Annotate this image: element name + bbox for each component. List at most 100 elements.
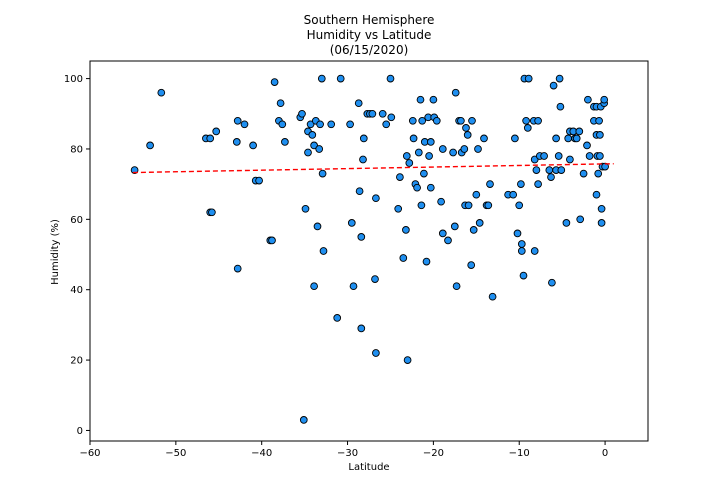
data-point: [249, 141, 257, 150]
data-point: [451, 88, 460, 97]
data-point: [422, 257, 431, 266]
data-point: [405, 159, 414, 167]
data-point: [278, 120, 287, 129]
data-point: [488, 292, 497, 301]
data-point: [313, 222, 322, 231]
x-tick-label: −40: [251, 448, 272, 459]
data-point: [336, 74, 345, 83]
data-point: [414, 148, 423, 157]
data-point: [310, 141, 318, 150]
data-point: [368, 109, 377, 118]
data-point: [517, 247, 526, 255]
data-point: [233, 264, 242, 273]
data-point: [232, 138, 241, 146]
data-point: [359, 155, 367, 164]
y-axis-label: Humidity (%): [50, 219, 61, 285]
data-point: [584, 95, 592, 104]
data-point: [460, 145, 469, 153]
data-point: [378, 109, 387, 118]
data-point: [438, 145, 447, 153]
data-point: [524, 74, 533, 83]
plot-area: −60 −50 −40 −30 −20 −10 0 0 20 40 60 80 100: [64, 60, 649, 459]
data-point: [299, 416, 308, 424]
data-point: [472, 190, 481, 199]
data-point: [276, 99, 285, 108]
data-point: [583, 141, 591, 150]
data-point: [319, 247, 328, 255]
data-point: [597, 219, 606, 227]
data-point: [457, 116, 465, 125]
y-tick-label: 0: [77, 426, 83, 437]
data-point: [327, 120, 336, 129]
data-point: [564, 134, 573, 143]
data-point: [359, 134, 368, 143]
data-point: [566, 155, 574, 164]
data-point: [486, 180, 494, 188]
data-point: [475, 219, 484, 227]
data-point: [480, 134, 488, 143]
data-point: [301, 204, 310, 213]
data-point: [534, 180, 542, 188]
data-point: [346, 120, 354, 129]
data-point: [355, 187, 364, 196]
data-point: [515, 201, 524, 210]
data-point: [396, 173, 404, 181]
data-point: [157, 88, 166, 97]
data-point: [408, 116, 417, 125]
data-point: [545, 166, 554, 174]
data-point: [585, 152, 594, 160]
chart-title-line-3: (06/15/2020): [330, 43, 409, 57]
data-point: [575, 127, 584, 136]
chart-title-line-1: Southern Hemisphere: [304, 13, 435, 27]
data-point: [426, 138, 435, 146]
data-point: [432, 116, 441, 125]
data-point: [452, 282, 461, 291]
data-point: [522, 116, 530, 125]
data-point: [594, 169, 603, 178]
data-point: [556, 102, 565, 111]
data-point: [437, 197, 445, 206]
data-point: [281, 138, 289, 146]
data-point: [386, 74, 395, 83]
data-point: [530, 247, 539, 255]
y-tick-label: 20: [70, 356, 83, 367]
data-point: [354, 99, 363, 108]
data-point: [233, 116, 242, 125]
data-point: [596, 131, 604, 139]
data-point: [255, 176, 263, 185]
data-point: [268, 236, 276, 245]
data-point: [402, 152, 411, 160]
plot-frame: [89, 60, 649, 442]
x-tick-label: −20: [423, 448, 444, 459]
data-point: [394, 204, 403, 213]
x-tick-label: −50: [165, 448, 186, 459]
data-point: [304, 148, 312, 157]
data-point: [402, 226, 410, 234]
data-point: [597, 204, 606, 213]
data-point: [298, 109, 306, 118]
data-point: [552, 134, 560, 143]
data-point: [467, 261, 476, 269]
data-point: [557, 166, 566, 174]
data-point: [555, 74, 564, 83]
data-point: [382, 120, 391, 129]
data-point: [387, 113, 396, 122]
data-point: [449, 148, 457, 157]
data-point: [464, 201, 473, 210]
data-point: [517, 240, 526, 248]
data-point: [349, 282, 358, 291]
data-point: [547, 173, 555, 181]
data-point: [403, 356, 412, 364]
data-point: [206, 134, 215, 143]
data-point: [523, 124, 532, 132]
data-point: [308, 131, 317, 139]
data-point: [429, 95, 438, 104]
data-point: [318, 169, 327, 178]
regression-line: [132, 163, 614, 174]
data-point: [317, 74, 326, 83]
data-point: [576, 215, 585, 224]
x-tick-label: −30: [337, 448, 358, 459]
data-point: [469, 226, 478, 234]
data-point: [572, 134, 581, 143]
